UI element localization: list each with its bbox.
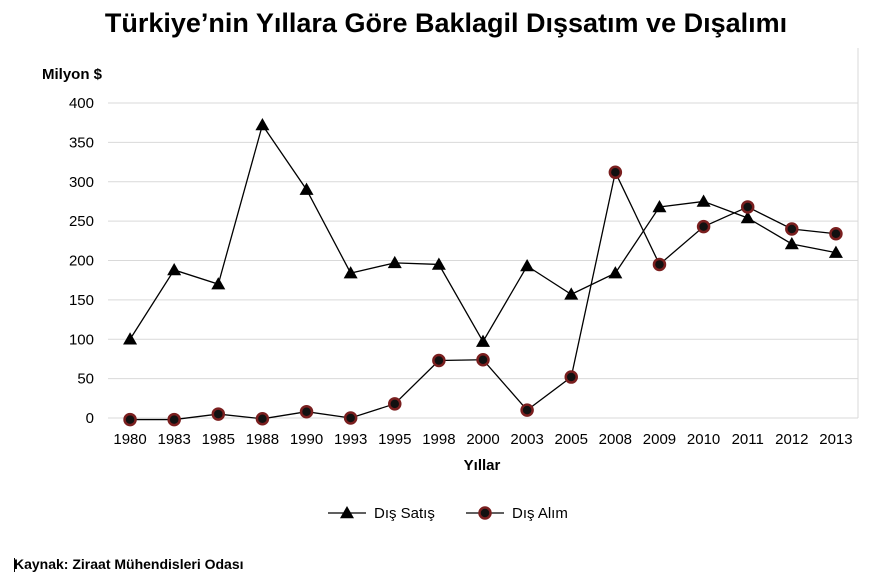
data-point: [652, 199, 667, 213]
data-point: [387, 255, 402, 269]
data-point: [696, 219, 711, 234]
data-point: [431, 257, 446, 270]
legend-item-dis-satis: Dış Satış: [328, 505, 435, 522]
data-point: [652, 257, 667, 272]
legend-item-dis-alim: Dış Alım: [466, 505, 568, 522]
legend: Dış Satış Dış Alım: [328, 505, 568, 522]
series-line: [130, 170, 837, 421]
x-tick-label: 1985: [202, 431, 235, 448]
data-point: [255, 118, 270, 131]
y-tick-label: 250: [69, 213, 94, 230]
y-tick-label: 300: [69, 174, 94, 191]
legend-label: Dış Satış: [374, 505, 435, 522]
data-point: [608, 266, 623, 279]
y-tick-label: 100: [69, 331, 94, 348]
x-tick-label: 1993: [334, 431, 367, 448]
data-point: [740, 200, 755, 214]
data-point: [123, 332, 138, 345]
data-point: [476, 352, 490, 367]
data-point: [785, 222, 799, 236]
source-marker: [14, 558, 15, 572]
series-dis-alim: [123, 165, 843, 427]
x-tick-label: 2008: [599, 431, 632, 448]
source-note: Kaynak: Ziraat Mühendisleri Odası: [14, 556, 244, 572]
data-point: [784, 236, 799, 250]
data-point: [564, 370, 578, 384]
x-tick-label: 1980: [113, 431, 146, 448]
legend-label: Dış Alım: [512, 505, 568, 522]
data-point: [696, 194, 711, 207]
y-tick-label: 50: [77, 371, 94, 388]
data-point: [520, 403, 534, 417]
data-point: [211, 277, 226, 290]
x-tick-label: 1983: [157, 431, 190, 448]
x-tick-label: 1988: [246, 431, 279, 448]
y-tick-label: 0: [86, 410, 94, 427]
y-tick-label: 200: [69, 253, 94, 270]
x-tick-label: 2013: [819, 431, 852, 448]
x-axis-label: Yıllar: [464, 457, 501, 474]
y-axis-label: Milyon $: [42, 66, 103, 83]
x-tick-label: 1998: [422, 431, 455, 448]
series-line: [129, 123, 837, 343]
x-tick-label: 1990: [290, 431, 323, 448]
data-point: [167, 412, 181, 427]
data-point: [343, 266, 358, 279]
data-point: [167, 262, 182, 276]
legend-marker: [340, 506, 354, 519]
data-point: [829, 226, 843, 241]
data-point: [299, 182, 314, 195]
x-tick-label: 2010: [687, 431, 720, 448]
data-point: [740, 210, 755, 224]
series-dis-satis: [123, 118, 843, 347]
data-point: [211, 407, 226, 421]
x-tick-label: 2005: [555, 431, 588, 448]
data-point: [520, 259, 535, 272]
x-tick-label: 1995: [378, 431, 411, 448]
legend-marker: [478, 506, 492, 520]
y-tick-label: 350: [69, 134, 94, 151]
x-tick-label: 2009: [643, 431, 676, 448]
data-point: [432, 353, 446, 368]
x-tick-label: 2000: [466, 431, 499, 448]
data-point: [564, 287, 579, 300]
x-tick-label: 2012: [775, 431, 808, 448]
x-tick-label: 2003: [510, 431, 543, 448]
y-tick-label: 400: [69, 95, 94, 112]
data-point: [608, 165, 623, 180]
x-tick-label: 2011: [732, 431, 764, 448]
data-point: [828, 245, 843, 258]
y-tick-label: 150: [69, 292, 94, 309]
series-group: [123, 118, 843, 427]
data-point: [388, 397, 402, 411]
y-tick-labels: 0 50 100 150 200 250 300 350 400: [69, 95, 94, 427]
data-point: [343, 411, 358, 425]
data-point: [476, 334, 490, 347]
x-tick-labels: 1980 1983 1985 1988 1990 1993 1995 1998 2000 2003…: [113, 431, 852, 448]
data-point: [255, 412, 270, 426]
data-point: [123, 412, 137, 427]
chart-title: Türkiye’nin Yıllara Göre Baklagil Dışsat…: [104, 8, 788, 38]
data-point: [299, 404, 314, 419]
